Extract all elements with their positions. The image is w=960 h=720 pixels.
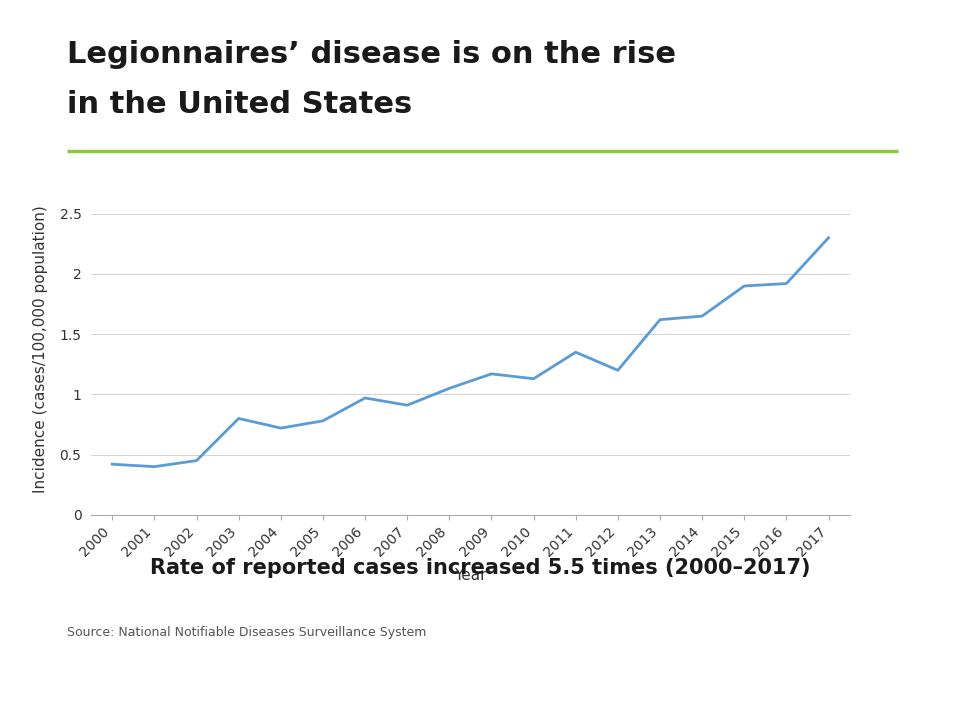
- Y-axis label: Incidence (cases/100,000 population): Incidence (cases/100,000 population): [34, 205, 48, 493]
- X-axis label: Year: Year: [454, 567, 487, 582]
- Text: Centers for Disease Control and Prevention (CDC): Centers for Disease Control and Preventi…: [307, 688, 653, 703]
- Text: Legionnaires’ disease is on the rise: Legionnaires’ disease is on the rise: [67, 40, 676, 68]
- Text: Rate of reported cases increased 5.5 times (2000–2017): Rate of reported cases increased 5.5 tim…: [150, 558, 810, 578]
- Text: in the United States: in the United States: [67, 90, 413, 119]
- Text: Source: National Notifiable Diseases Surveillance System: Source: National Notifiable Diseases Sur…: [67, 626, 426, 639]
